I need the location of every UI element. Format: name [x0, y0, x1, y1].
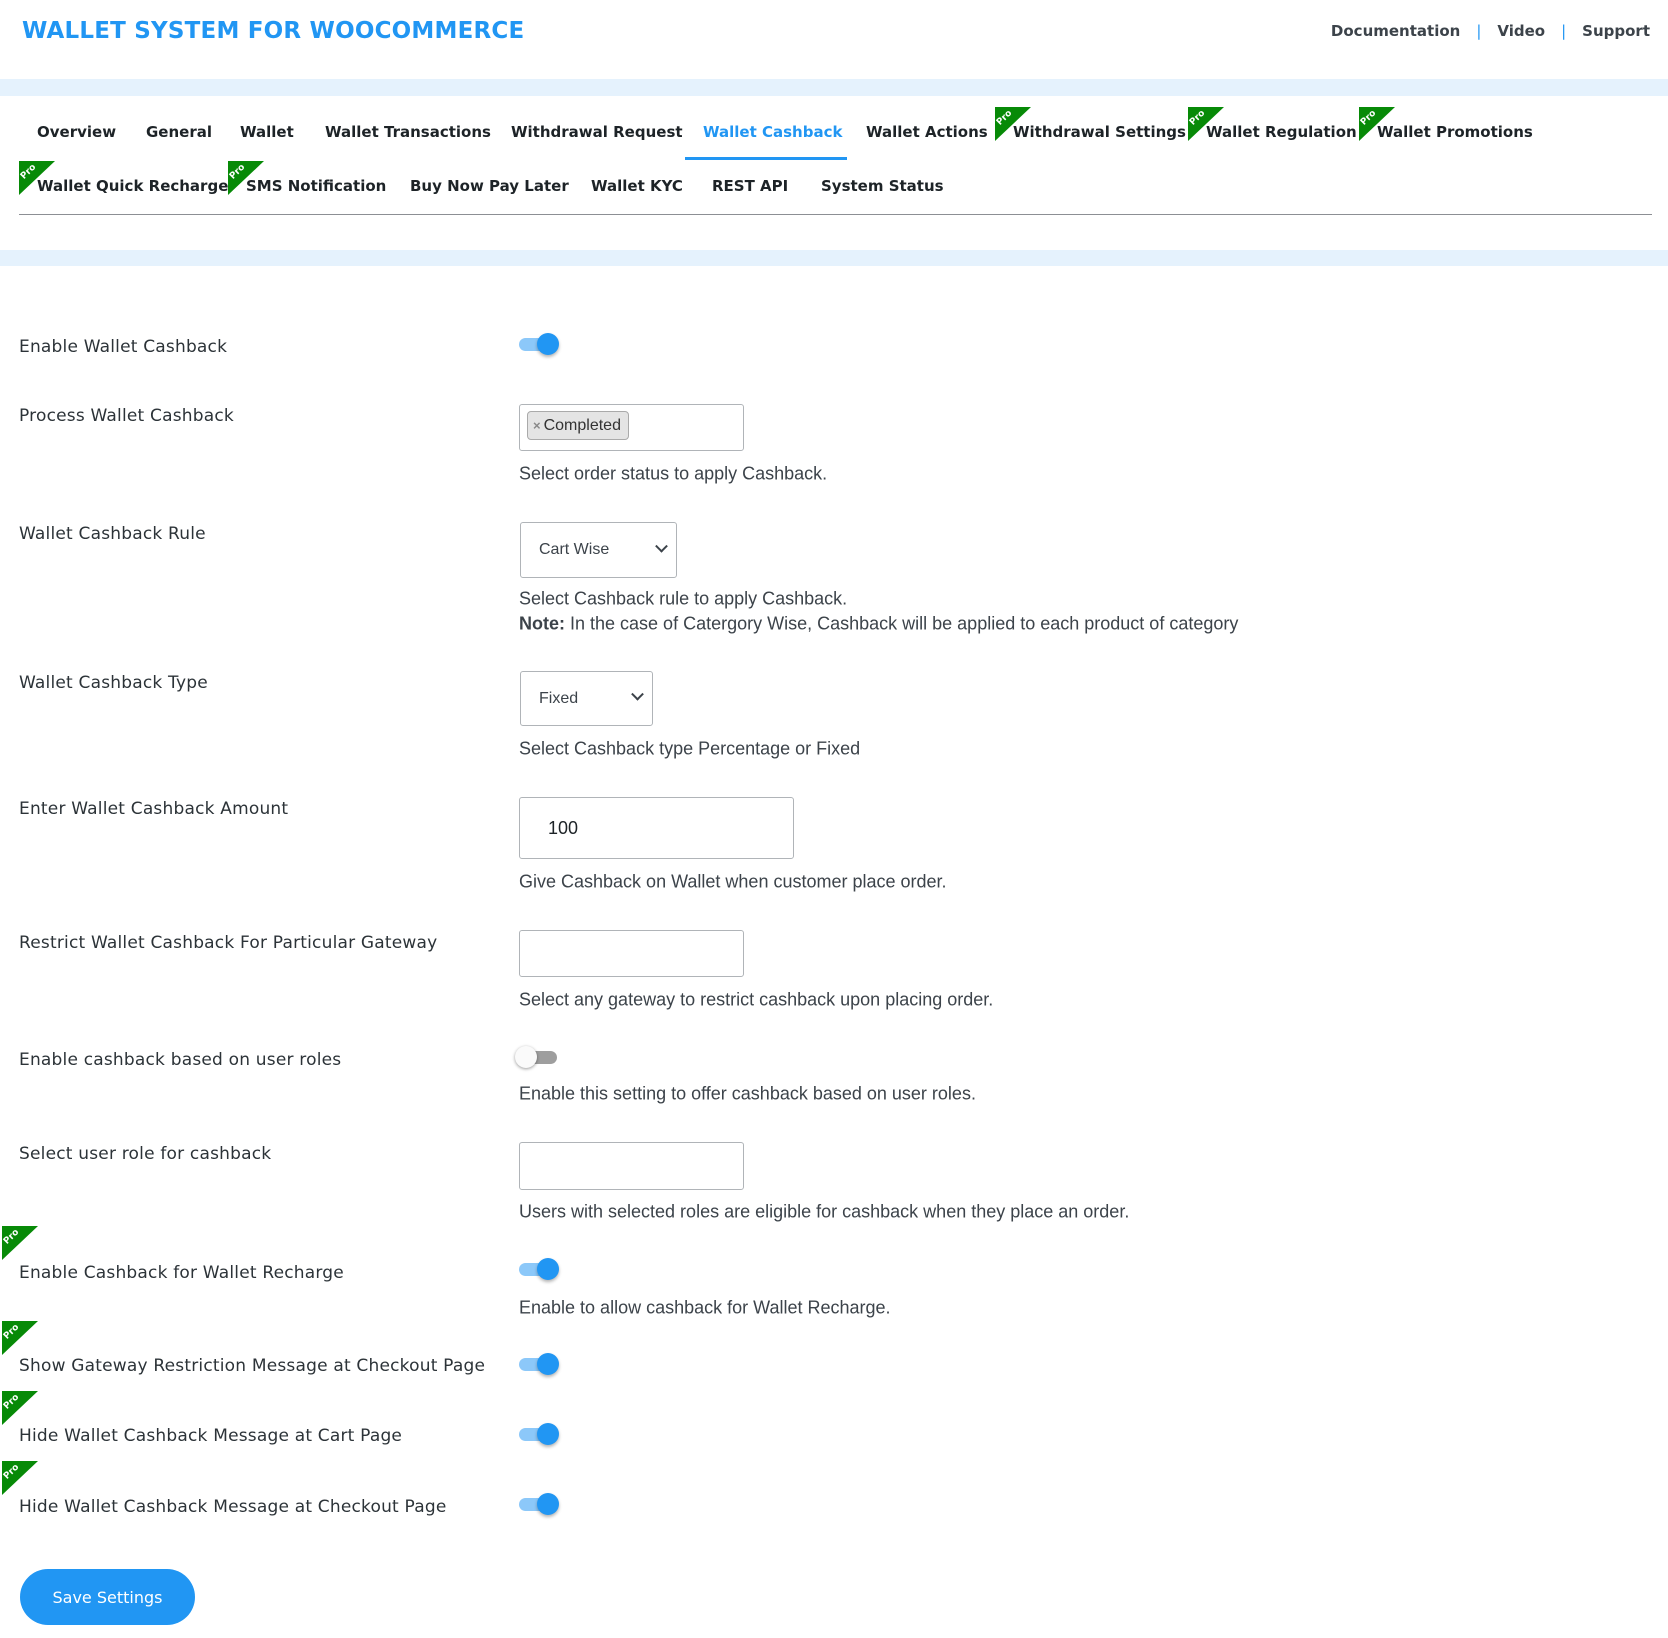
hide-checkout-msg-label: Hide Wallet Cashback Message at Checkout…: [19, 1497, 447, 1517]
pro-badge-icon: Pro: [228, 161, 264, 195]
tab-sms-notification[interactable]: SMS Notification: [246, 177, 387, 195]
note-text: In the case of Catergory Wise, Cashback …: [565, 613, 1239, 634]
restrict-gateway-help: Select any gateway to restrict cashback …: [519, 989, 994, 1010]
tabs-divider: [19, 214, 1652, 215]
cashback-amount-label: Enter Wallet Cashback Amount: [19, 799, 289, 819]
chip-label: Completed: [543, 416, 621, 434]
process-cashback-help: Select order status to apply Cashback.: [519, 463, 828, 484]
gateway-msg-label: Show Gateway Restriction Message at Chec…: [19, 1356, 486, 1376]
tab-wallet-transactions[interactable]: Wallet Transactions: [325, 123, 491, 141]
restrict-gateway-label: Restrict Wallet Cashback For Particular …: [19, 933, 438, 953]
select-value: Fixed: [539, 689, 579, 707]
pro-badge-icon: Pro: [2, 1226, 38, 1260]
cashback-amount-input[interactable]: 100: [519, 797, 794, 859]
tab-wallet[interactable]: Wallet: [240, 123, 294, 141]
active-tab-indicator: [685, 157, 847, 160]
pro-badge-icon: Pro: [995, 107, 1031, 141]
tab-overview[interactable]: Overview: [37, 123, 117, 141]
cashback-rule-select[interactable]: Cart Wise: [520, 522, 677, 578]
hide-checkout-msg-toggle[interactable]: [519, 1492, 561, 1516]
chevron-down-icon: [631, 687, 644, 701]
separator: |: [1476, 22, 1482, 40]
recharge-cashback-help: Enable to allow cashback for Wallet Rech…: [519, 1297, 891, 1318]
user-roles-help: Enable this setting to offer cashback ba…: [519, 1083, 976, 1104]
cashback-type-select[interactable]: Fixed: [520, 671, 653, 726]
pro-badge-icon: Pro: [2, 1391, 38, 1425]
cashback-rule-label: Wallet Cashback Rule: [19, 524, 206, 544]
order-status-multiselect[interactable]: × Completed: [519, 404, 744, 451]
user-role-select[interactable]: [519, 1142, 744, 1190]
note-label: Note:: [519, 613, 565, 634]
tab-withdrawal-settings[interactable]: Withdrawal Settings: [1013, 123, 1186, 141]
tab-buy-now-pay-later[interactable]: Buy Now Pay Later: [410, 177, 569, 195]
cashback-type-help: Select Cashback type Percentage or Fixed: [519, 738, 861, 759]
page-title: WALLET SYSTEM FOR WOOCOMMERCE: [22, 18, 525, 44]
remove-icon[interactable]: ×: [533, 418, 541, 433]
documentation-link[interactable]: Documentation: [1330, 22, 1461, 40]
content-band: [0, 250, 1668, 266]
tab-rest-api[interactable]: REST API: [712, 177, 789, 195]
user-role-select-help: Users with selected roles are eligible f…: [519, 1201, 1130, 1222]
tab-general[interactable]: General: [146, 123, 212, 141]
user-roles-toggle[interactable]: [515, 1045, 561, 1069]
tab-system-status[interactable]: System Status: [821, 177, 944, 195]
cashback-rule-note: Note: In the case of Catergory Wise, Cas…: [519, 614, 1238, 635]
recharge-cashback-toggle[interactable]: [519, 1257, 561, 1281]
enable-cashback-label: Enable Wallet Cashback: [19, 337, 228, 357]
pro-badge-icon: Pro: [2, 1321, 38, 1355]
recharge-cashback-label: Enable Cashback for Wallet Recharge: [19, 1263, 344, 1283]
pro-badge-icon: Pro: [2, 1461, 38, 1495]
chevron-down-icon: [655, 539, 668, 553]
header-band: [0, 79, 1668, 96]
user-role-select-label: Select user role for cashback: [19, 1144, 272, 1164]
pro-badge-icon: Pro: [1188, 107, 1224, 141]
separator: |: [1561, 22, 1567, 40]
enable-cashback-toggle[interactable]: [519, 332, 561, 356]
video-link[interactable]: Video: [1497, 22, 1546, 40]
tab-wallet-kyc[interactable]: Wallet KYC: [591, 177, 683, 195]
user-roles-label: Enable cashback based on user roles: [19, 1050, 342, 1070]
tab-wallet-cashback[interactable]: Wallet Cashback: [703, 123, 843, 141]
cashback-amount-help: Give Cashback on Wallet when customer pl…: [519, 871, 947, 892]
tab-withdrawal-request[interactable]: Withdrawal Request: [511, 123, 683, 141]
selected-status-chip: × Completed: [527, 411, 629, 440]
tab-wallet-promotions[interactable]: Wallet Promotions: [1377, 123, 1533, 141]
hide-cart-msg-label: Hide Wallet Cashback Message at Cart Pag…: [19, 1426, 403, 1446]
hide-cart-msg-toggle[interactable]: [519, 1422, 561, 1446]
header-links: Documentation | Video | Support: [1331, 22, 1650, 40]
pro-badge-icon: Pro: [19, 161, 55, 195]
support-link[interactable]: Support: [1582, 22, 1650, 40]
cashback-type-label: Wallet Cashback Type: [19, 673, 208, 693]
pro-badge-icon: Pro: [1359, 107, 1395, 141]
select-value: Cart Wise: [539, 541, 610, 558]
tab-wallet-regulation[interactable]: Wallet Regulation: [1206, 123, 1357, 141]
tab-wallet-quick-recharge[interactable]: Wallet Quick Recharge: [37, 177, 229, 195]
cashback-rule-help: Select Cashback rule to apply Cashback.: [519, 588, 848, 609]
gateway-msg-toggle[interactable]: [519, 1352, 561, 1376]
save-settings-button[interactable]: Save Settings: [20, 1569, 195, 1625]
restrict-gateway-select[interactable]: [519, 930, 744, 977]
tab-wallet-actions[interactable]: Wallet Actions: [866, 123, 988, 141]
process-cashback-label: Process Wallet Cashback: [19, 406, 234, 426]
